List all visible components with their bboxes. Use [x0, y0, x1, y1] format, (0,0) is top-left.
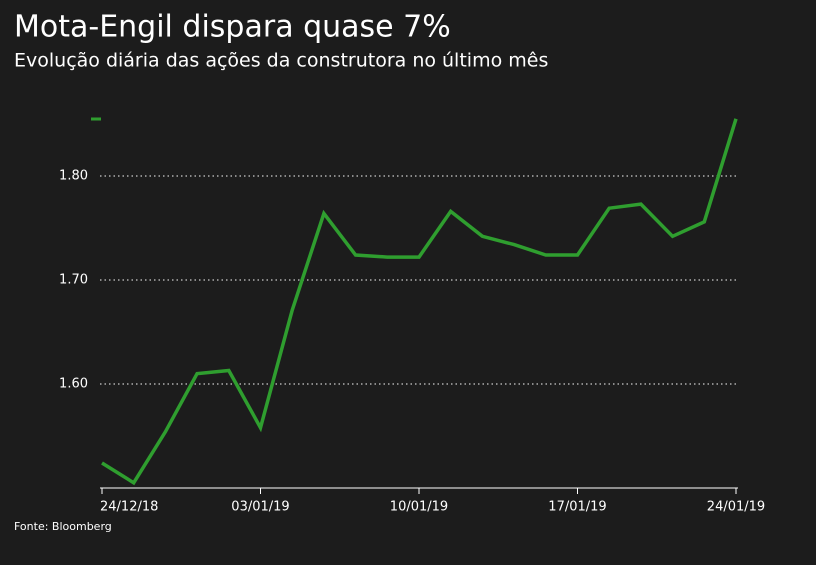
- x-tick-label: 17/01/19: [548, 500, 606, 515]
- x-tick-label: 03/01/19: [231, 500, 289, 515]
- x-tick-label: 24/01/19: [707, 500, 765, 515]
- line: [101, 118, 738, 486]
- y-tick-label: 1.70: [59, 273, 88, 288]
- x-tick-label: 10/01/19: [390, 500, 448, 515]
- x-tick-label: 24/12/18: [100, 500, 158, 515]
- source: Fonte: Bloomberg: [14, 520, 112, 533]
- y-tick-label: 1.80: [59, 169, 88, 184]
- chart-subtitle: Evolução diária das ações da construtora…: [14, 50, 548, 72]
- y-tick-label: 1.60: [59, 377, 88, 392]
- chart-title: Mota-Engil dispara quase 7%: [14, 10, 451, 45]
